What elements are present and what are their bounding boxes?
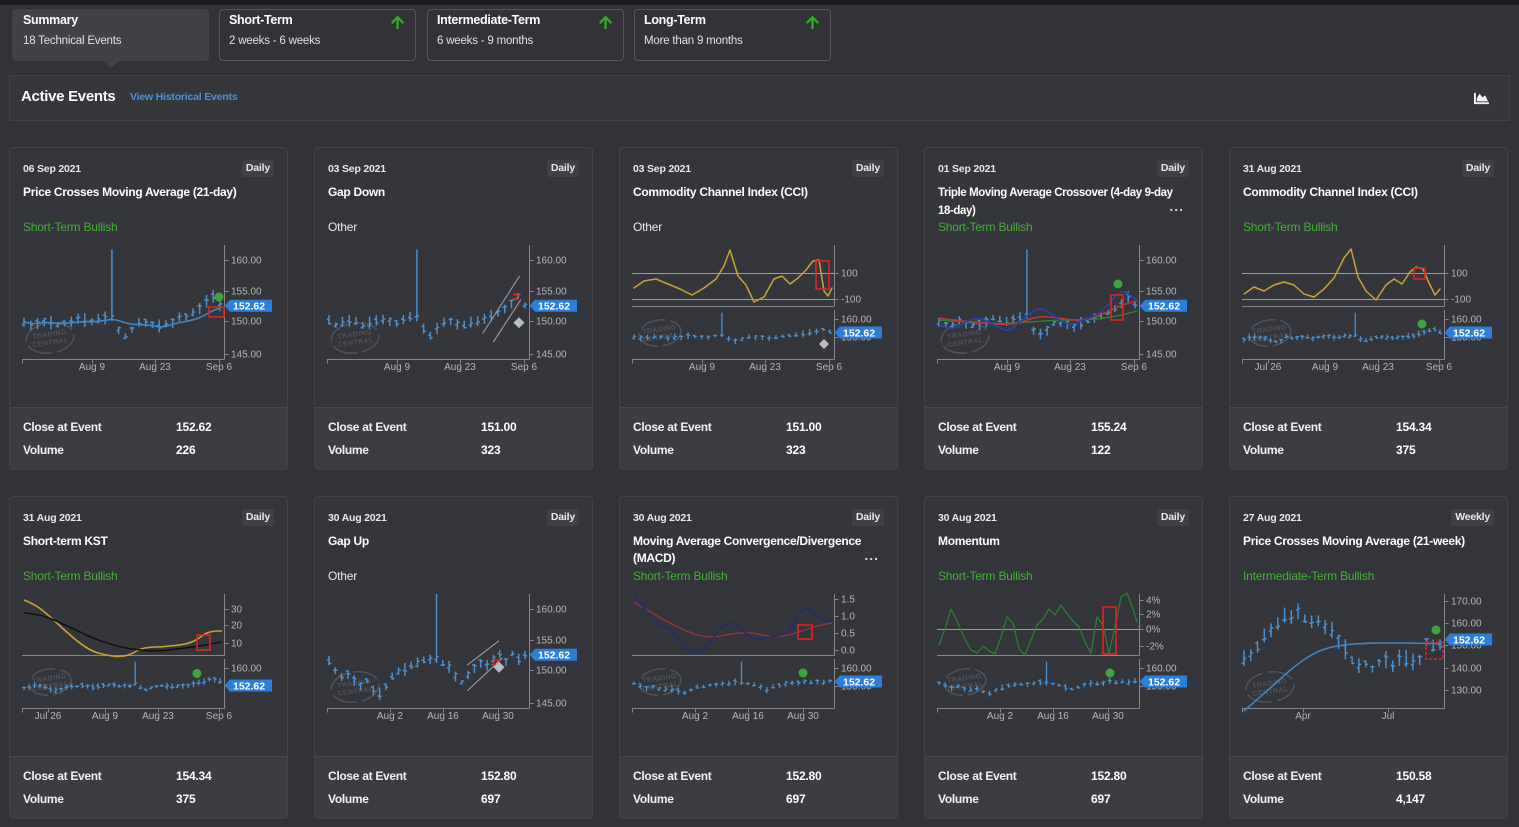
svg-text:160.00: 160.00 bbox=[841, 664, 872, 675]
svg-text:Aug 30: Aug 30 bbox=[482, 711, 514, 722]
svg-text:152.62: 152.62 bbox=[233, 301, 265, 313]
svg-text:Aug 30: Aug 30 bbox=[787, 711, 819, 722]
svg-text:150.00: 150.00 bbox=[1451, 641, 1482, 652]
svg-text:160.00: 160.00 bbox=[231, 256, 262, 267]
svg-text:TRADING: TRADING bbox=[947, 673, 982, 685]
svg-text:130.00: 130.00 bbox=[1451, 686, 1482, 697]
svg-text:160.00: 160.00 bbox=[1451, 619, 1482, 630]
svg-text:152.62: 152.62 bbox=[843, 676, 875, 688]
svg-text:150.00: 150.00 bbox=[1146, 317, 1177, 328]
svg-text:-100: -100 bbox=[1451, 295, 1471, 306]
svg-text:155.00: 155.00 bbox=[536, 287, 567, 298]
svg-text:Jul: Jul bbox=[1382, 711, 1395, 722]
svg-text:TRADING: TRADING bbox=[1252, 324, 1287, 336]
svg-text:10: 10 bbox=[231, 639, 243, 650]
svg-text:Sep 6: Sep 6 bbox=[816, 362, 843, 373]
svg-text:Sep 6: Sep 6 bbox=[206, 362, 233, 373]
svg-text:155.00: 155.00 bbox=[536, 636, 567, 647]
svg-text:100: 100 bbox=[1451, 269, 1468, 280]
svg-text:140.00: 140.00 bbox=[1451, 664, 1482, 675]
svg-text:Aug 23: Aug 23 bbox=[1054, 362, 1086, 373]
svg-text:Aug 16: Aug 16 bbox=[427, 711, 459, 722]
svg-text:152.62: 152.62 bbox=[1148, 676, 1180, 688]
svg-text:Sep 6: Sep 6 bbox=[511, 362, 538, 373]
svg-text:152.62: 152.62 bbox=[1148, 301, 1180, 313]
svg-text:Aug 2: Aug 2 bbox=[682, 711, 709, 722]
svg-text:TRADING: TRADING bbox=[32, 329, 67, 341]
svg-text:0%: 0% bbox=[1146, 625, 1161, 636]
svg-text:Sep 6: Sep 6 bbox=[1426, 362, 1453, 373]
svg-text:152.62: 152.62 bbox=[1453, 634, 1485, 646]
svg-text:20: 20 bbox=[231, 621, 243, 632]
svg-text:TRADING: TRADING bbox=[642, 324, 677, 336]
svg-text:Aug 23: Aug 23 bbox=[749, 362, 781, 373]
svg-text:Jul 26: Jul 26 bbox=[35, 711, 62, 722]
svg-text:Aug 16: Aug 16 bbox=[732, 711, 764, 722]
svg-text:152.62: 152.62 bbox=[538, 301, 570, 313]
svg-text:Aug 2: Aug 2 bbox=[377, 711, 404, 722]
svg-text:30: 30 bbox=[231, 605, 243, 616]
svg-text:160.00: 160.00 bbox=[1146, 256, 1177, 267]
svg-text:0.5: 0.5 bbox=[841, 629, 855, 640]
svg-text:Aug 9: Aug 9 bbox=[994, 362, 1021, 373]
svg-text:145.00: 145.00 bbox=[1146, 350, 1177, 361]
svg-text:-100: -100 bbox=[841, 295, 861, 306]
svg-text:Aug 9: Aug 9 bbox=[92, 711, 119, 722]
svg-text:TRADING: TRADING bbox=[32, 673, 67, 685]
svg-text:1.5: 1.5 bbox=[841, 595, 855, 606]
svg-text:Apr: Apr bbox=[1295, 711, 1311, 722]
svg-text:Aug 9: Aug 9 bbox=[689, 362, 716, 373]
svg-text:Aug 16: Aug 16 bbox=[1037, 711, 1069, 722]
svg-text:TRADING: TRADING bbox=[947, 329, 982, 341]
svg-text:Aug 9: Aug 9 bbox=[79, 362, 106, 373]
svg-text:100: 100 bbox=[841, 269, 858, 280]
svg-text:160.00: 160.00 bbox=[536, 256, 567, 267]
svg-text:Sep 6: Sep 6 bbox=[1121, 362, 1148, 373]
svg-text:155.00: 155.00 bbox=[231, 287, 262, 298]
svg-text:150.00: 150.00 bbox=[536, 317, 567, 328]
svg-text:150.00: 150.00 bbox=[231, 317, 262, 328]
svg-text:Aug 23: Aug 23 bbox=[444, 362, 476, 373]
svg-text:Sep 6: Sep 6 bbox=[206, 711, 233, 722]
svg-text:Aug 2: Aug 2 bbox=[987, 711, 1014, 722]
svg-text:160.00: 160.00 bbox=[1146, 664, 1177, 675]
svg-text:Aug 9: Aug 9 bbox=[384, 362, 411, 373]
svg-text:1.0: 1.0 bbox=[841, 612, 855, 623]
svg-text:TRADING: TRADING bbox=[642, 673, 677, 685]
svg-text:2%: 2% bbox=[1146, 610, 1161, 621]
svg-text:Aug 30: Aug 30 bbox=[1092, 711, 1124, 722]
svg-text:-2%: -2% bbox=[1146, 642, 1164, 653]
svg-text:152.62: 152.62 bbox=[233, 680, 265, 692]
svg-text:145.00: 145.00 bbox=[231, 350, 262, 361]
svg-text:155.00: 155.00 bbox=[1146, 287, 1177, 298]
svg-text:4%: 4% bbox=[1146, 596, 1161, 607]
svg-text:150.00: 150.00 bbox=[536, 666, 567, 677]
svg-text:152.62: 152.62 bbox=[1453, 327, 1485, 339]
svg-text:160.00: 160.00 bbox=[536, 605, 567, 616]
svg-text:TRADING: TRADING bbox=[1252, 678, 1287, 690]
svg-text:160.00: 160.00 bbox=[231, 664, 262, 675]
svg-text:Aug 23: Aug 23 bbox=[139, 362, 171, 373]
svg-text:Jul 26: Jul 26 bbox=[1255, 362, 1282, 373]
svg-text:170.00: 170.00 bbox=[1451, 597, 1482, 608]
svg-text:Aug 9: Aug 9 bbox=[1312, 362, 1339, 373]
svg-text:145.00: 145.00 bbox=[536, 699, 567, 710]
svg-text:TRADING: TRADING bbox=[337, 329, 372, 341]
svg-text:Aug 23: Aug 23 bbox=[142, 711, 174, 722]
svg-text:160.00: 160.00 bbox=[841, 315, 872, 326]
svg-text:0.0: 0.0 bbox=[841, 646, 855, 657]
svg-text:152.62: 152.62 bbox=[843, 327, 875, 339]
svg-text:160.00: 160.00 bbox=[1451, 315, 1482, 326]
svg-text:Aug 23: Aug 23 bbox=[1362, 362, 1394, 373]
svg-text:152.62: 152.62 bbox=[538, 650, 570, 662]
svg-text:145.00: 145.00 bbox=[536, 350, 567, 361]
